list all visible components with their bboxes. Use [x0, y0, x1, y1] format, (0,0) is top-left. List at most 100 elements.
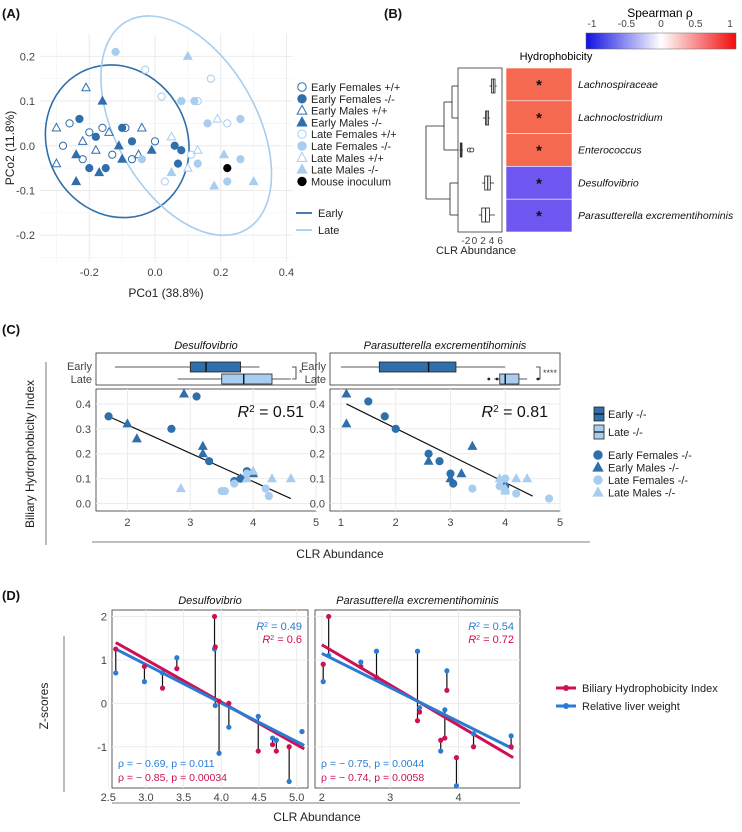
point-EF_ko-1	[91, 132, 100, 141]
panel-c-tick-y-1-1: 0.1	[310, 474, 325, 486]
legend-c-marker-0	[593, 450, 603, 460]
panel-c-point-LM-0-1	[241, 473, 252, 483]
panel-d-tick-x-0-3: 4.0	[214, 792, 229, 804]
panel-c-box-label-late-1: Late	[305, 374, 326, 386]
panel-b-tick-0: -2	[461, 236, 470, 247]
point-EF_ko-3	[101, 164, 110, 173]
point-EF_ko-8	[118, 123, 127, 132]
point-LM_ko-0	[182, 50, 193, 60]
panel-c-title-1: Parasutterella excrementihominis	[364, 340, 527, 352]
panel-c-point-EF-0-1	[192, 392, 201, 401]
panel-d-point-bhi-0-10	[273, 748, 279, 754]
point-EM_ko-4	[71, 175, 82, 186]
panel-c-r2-0: R2 = 0.51	[238, 404, 305, 422]
panel-c-iqr-0-1	[221, 373, 273, 385]
panel-a-grid	[40, 34, 293, 262]
panel-d-point-bhi-1-0	[320, 661, 326, 667]
panel-c-point-EM-1-0	[341, 388, 352, 398]
panel-a: -0.2 0.0 0.2 0.4 -0.2 -0.1 0.0 0.1 0.2 PCo1 (38…	[3, 15, 400, 300]
panel-b-tick-1: 0	[472, 236, 478, 247]
panel-d-point-bhi-1-11	[508, 744, 514, 750]
panel-c-sig-bracket-0	[292, 366, 297, 380]
panel-c-frame-0	[95, 388, 317, 512]
panel-d-tick-x-0-2: 3.5	[176, 792, 191, 804]
tick-x-2: 0.2	[213, 267, 228, 279]
legend-label-8: Mouse inoculum	[311, 176, 391, 188]
panel-d-tick-x-0-1: 3.0	[138, 792, 153, 804]
panel-c-point-LM-0-4	[285, 473, 296, 483]
panel-a-y-ticks: -0.2 -0.1 0.0 0.1 0.2	[16, 51, 35, 242]
panel-c-tick-x-1-0: 1	[338, 517, 344, 529]
legend-d-label-liver: Relative liver weight	[582, 701, 680, 713]
point-LM_ko-3	[209, 180, 220, 190]
panel-c-box-label-early-1: Early	[301, 361, 327, 373]
panel-d-tick-x-1-1: 3	[387, 792, 393, 804]
panel-c-x-label: CLR Abundance	[296, 547, 384, 561]
legend-c-marker-3	[592, 486, 604, 497]
legend-c-label-2: Late Females -/-	[608, 475, 688, 487]
panel-d-point-bhi-1-3	[373, 674, 380, 680]
point-LM_wt-2	[192, 144, 203, 154]
panel-d-point-bhi-1-2	[358, 663, 364, 670]
point-EF_wt-5	[58, 141, 68, 150]
heat-row-label-0: Lachnospiraceae	[578, 79, 658, 91]
panel-c-point-LF-0-4	[264, 491, 273, 501]
panel-d-point-bhi-0-7	[226, 700, 232, 706]
point-EM_wt-3	[104, 126, 114, 136]
point-EF_wt-7	[127, 155, 137, 164]
legend-c-label-0: Early Females -/-	[608, 450, 692, 462]
panel-c-point-EM-0-0	[122, 418, 133, 428]
panel-c-point-EM-0-5	[235, 473, 246, 483]
panel-d-point-liver-0-0	[113, 670, 119, 676]
panel-d-tick-x-0-4: 4.5	[251, 792, 266, 804]
colorbar-tick-2: 0	[658, 19, 664, 30]
colorbar-tick-1: -0.5	[618, 19, 636, 30]
clr-boxplots	[457, 67, 503, 233]
legend-c-label-1: Early Males -/-	[608, 463, 679, 475]
point-EF_ko-0	[75, 114, 84, 124]
panel-c-point-LM-1-3	[522, 473, 533, 483]
heat-star-4: *	[536, 208, 542, 225]
point-EM_wt-1	[51, 122, 62, 132]
panel-d-point-bhi-0-0	[113, 646, 119, 652]
point-LF_ko-2	[190, 96, 199, 106]
legend-marker-4	[297, 129, 307, 139]
heat-row-label-1: Lachnoclostridium	[578, 112, 663, 124]
panel-d-point-liver-1-3	[373, 648, 380, 654]
colorbar-ticks: -1 -0.5 0 0.5 1	[588, 19, 734, 30]
panel-label-a: (A)	[2, 6, 20, 21]
point-LF_wt-5	[223, 119, 232, 128]
panel-label-c: (C)	[2, 322, 20, 337]
legend-marker-8	[297, 176, 307, 187]
panel-d-point-bhi-1-10	[470, 744, 477, 750]
panel-b-x-label: CLR Abundance	[436, 245, 516, 257]
panel-d-point-bhi-0-6	[216, 698, 222, 704]
heatmap: * Lachnospiraceae * Lachnoclostridium * Enter…	[505, 67, 734, 233]
panel-d-x-label: CLR Abundance	[273, 810, 361, 824]
panel-c-point-EM-1-4	[467, 440, 478, 450]
panel-c-point-EM-1-1	[341, 418, 352, 428]
panel-d-point-bhi-1-7	[442, 735, 448, 741]
panel-d-point-bhi-0-11	[286, 744, 292, 750]
legend-box-early-label: Early -/-	[608, 409, 647, 421]
panel-b-tick-3: 4	[489, 236, 495, 247]
panel-d-point-liver-0-8	[255, 713, 261, 719]
panel-a-points	[51, 47, 259, 190]
point-EM_ko-2	[117, 153, 128, 163]
panel-d-point-bhi-0-5	[212, 644, 218, 650]
panel-d-point-liver-1-10	[470, 731, 477, 737]
panel-d-point-bhi-1-4	[414, 718, 421, 724]
point-EM_ko-5	[146, 144, 157, 154]
point-LM_wt-0	[212, 113, 223, 123]
panel-c-point-EF-1-0	[364, 397, 373, 406]
panel-c-tick-y-1-2: 0.2	[310, 449, 325, 461]
panel-d-point-liver-1-0	[320, 679, 326, 685]
colorbar-tick-0: -1	[588, 19, 597, 30]
panel-d-point-bhi-0-4	[211, 613, 218, 620]
panel-c-point-EM-1-5	[445, 473, 456, 483]
panel-c-tick-x-1-1: 2	[393, 517, 399, 529]
panel-c-point-EF-0-0	[104, 412, 113, 421]
panel-c-point-EF-1-4	[435, 457, 444, 466]
